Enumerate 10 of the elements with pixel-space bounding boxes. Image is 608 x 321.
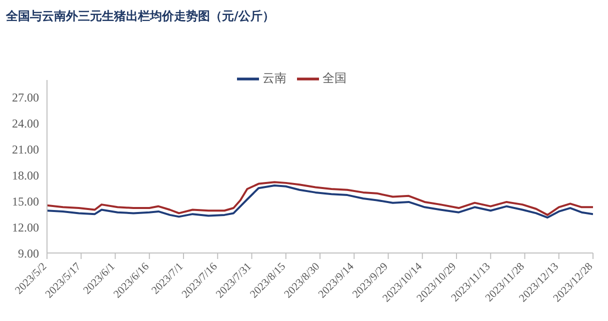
legend-label: 云南 [262, 70, 286, 85]
chart-title: 全国与云南外三元生猪出栏均价走势图（元/公斤） [6, 8, 274, 25]
y-tick-label: 12.00 [12, 220, 39, 234]
y-tick-label: 24.00 [12, 116, 39, 131]
legend-label: 全国 [322, 70, 346, 85]
y-tick-label: 15.00 [12, 194, 39, 208]
y-tick-label: 18.00 [12, 168, 39, 182]
y-tick-label: 9.00 [18, 246, 39, 260]
y-tick-label: 21.00 [12, 142, 39, 156]
y-tick-label: 27.00 [12, 90, 39, 105]
